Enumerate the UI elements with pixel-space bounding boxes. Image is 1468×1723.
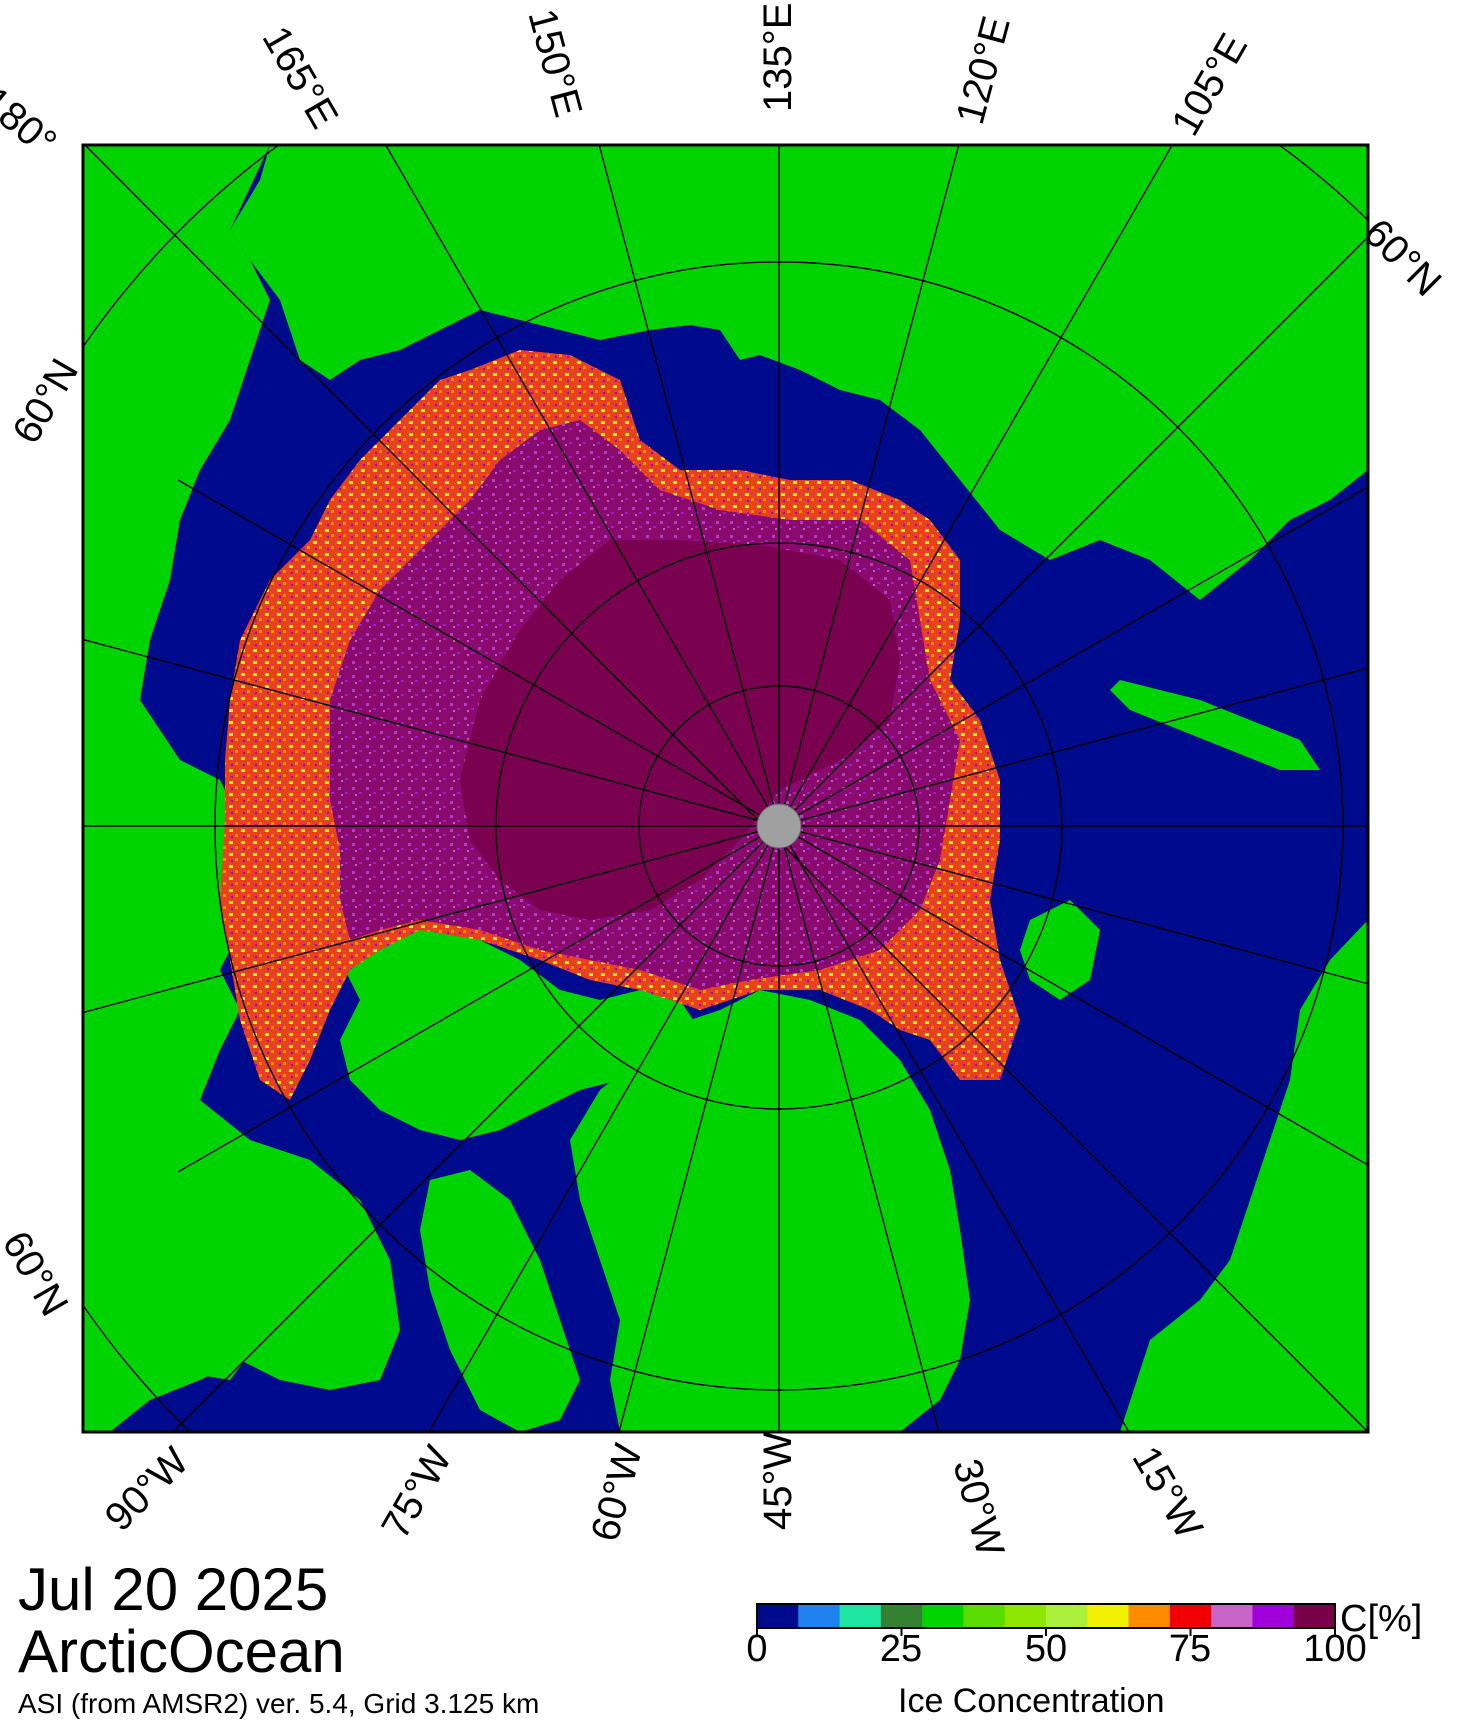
hudson-land [83, 1280, 260, 1400]
colorbar-tick-100: 100 [1303, 1628, 1367, 1670]
colorbar-swatch [922, 1604, 964, 1628]
colorbar-swatch [1087, 1604, 1130, 1628]
colorbar-swatch [1004, 1604, 1047, 1628]
map-frame [81, 143, 1370, 1434]
meridian-180 [84, 145, 1368, 1432]
colorbar-swatch [1128, 1604, 1171, 1628]
colorbar-swatch [1169, 1604, 1212, 1628]
colorbar-tick-50: 50 [1024, 1628, 1068, 1670]
canada-land [83, 145, 400, 1432]
lon-label-135e: 135°E [756, 2, 800, 112]
canadian-archipelago-land [340, 920, 700, 1140]
colorbar-title: Ice Concentration [898, 1682, 1165, 1720]
baffin-land [420, 1170, 580, 1432]
colorbar-tick-0: 0 [746, 1628, 768, 1670]
region-title: ArcticOcean [18, 1618, 345, 1685]
colorbar-swatch [880, 1604, 923, 1628]
colorbar-tick-25: 25 [879, 1628, 923, 1670]
colorbar-swatch [1046, 1604, 1088, 1628]
land-masses [83, 145, 1368, 1432]
lon-label-45w: 45°W [756, 1431, 800, 1530]
colorbar-swatch [757, 1604, 799, 1628]
colorbar-swatch [839, 1604, 882, 1628]
colorbar-swatch [1252, 1604, 1295, 1628]
greenland-land [570, 990, 970, 1432]
colorbar-tick-75: 75 [1168, 1628, 1212, 1670]
colorbar-swatch [798, 1604, 841, 1628]
product-note: ASI (from AMSR2) ver. 5.4, Grid 3.125 km [18, 1688, 540, 1719]
svalbard-land [1020, 900, 1100, 1000]
pole-hole [756, 803, 802, 849]
colorbar-swatch [1293, 1604, 1336, 1628]
scandinavia-land [1120, 920, 1368, 1432]
colorbar-swatch [963, 1604, 1006, 1628]
novaya-zemlya-land [1110, 680, 1320, 770]
colorbar-swatch [1211, 1604, 1253, 1628]
date-title: Jul 20 2025 [18, 1556, 329, 1623]
colorbar-unit: C[%] [1340, 1598, 1423, 1640]
eurasia-land [230, 145, 1368, 600]
colorbar [756, 1603, 1336, 1636]
